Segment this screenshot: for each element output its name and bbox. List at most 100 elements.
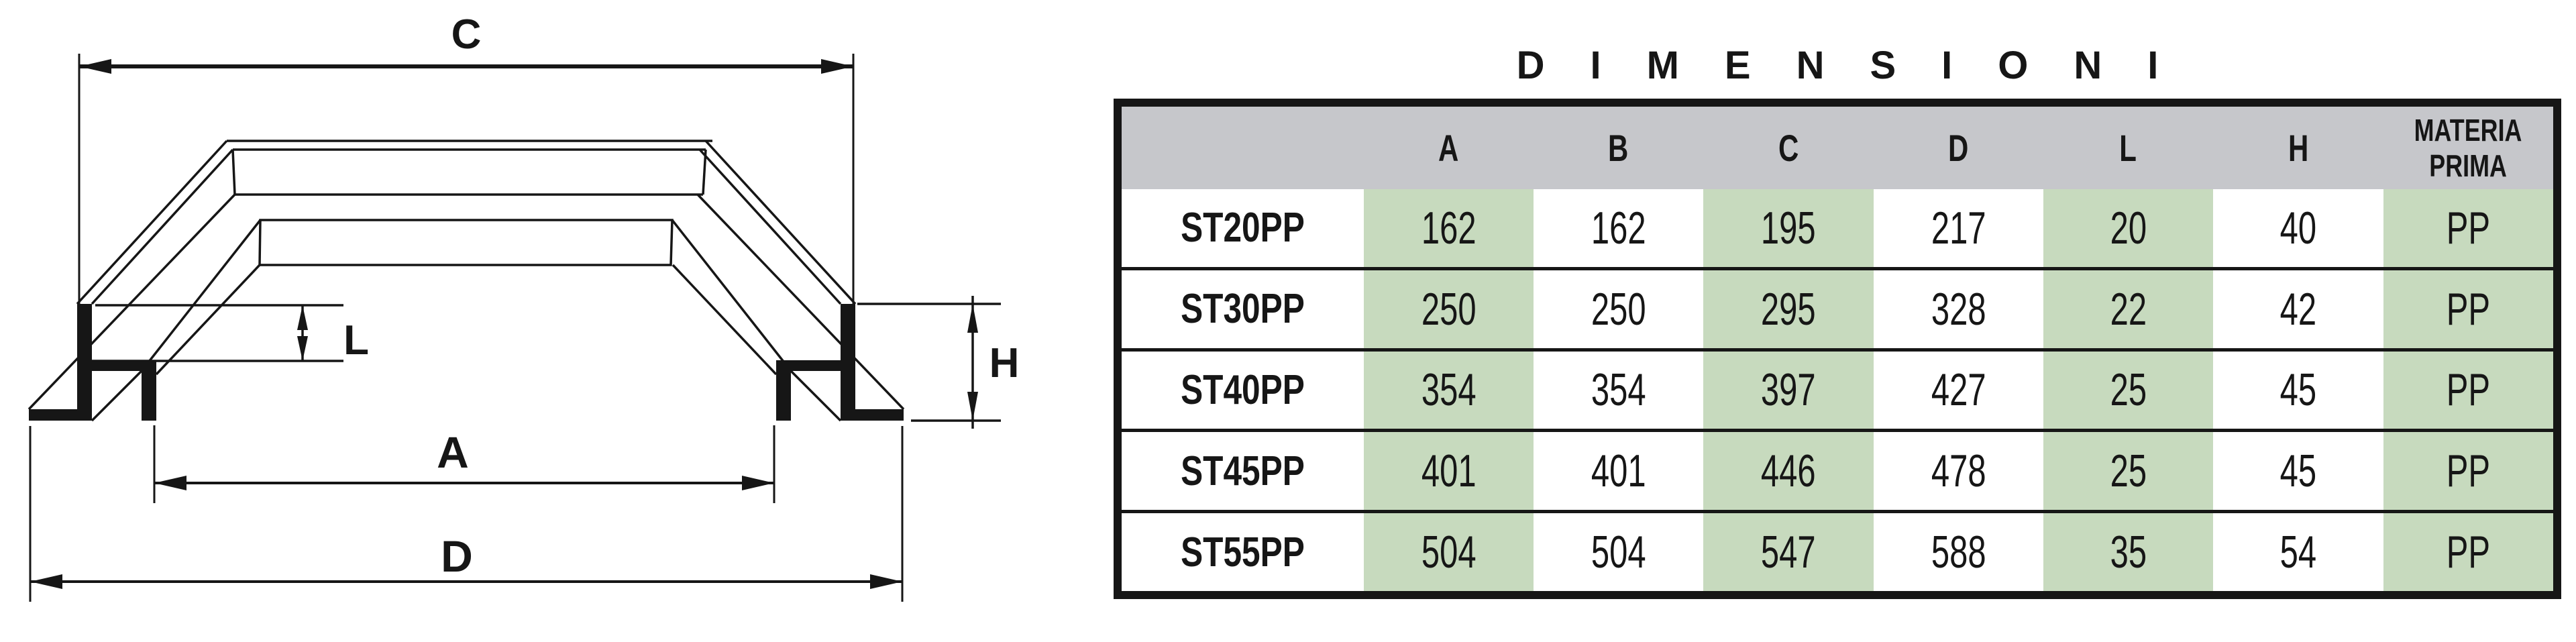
header-label-h: H: [2288, 127, 2309, 169]
cell-c: 547: [1703, 513, 1874, 591]
header-cell-c: C: [1703, 107, 1873, 189]
right-foot-profile: [776, 304, 904, 421]
cell-material: PP: [2383, 351, 2553, 429]
dim-label-c: C: [451, 11, 482, 58]
value-b: 504: [1591, 527, 1646, 578]
cell-h: 45: [2213, 432, 2383, 510]
cell-b: 354: [1534, 352, 1703, 429]
header-cell-l: L: [2043, 107, 2213, 189]
value-b: 162: [1591, 202, 1646, 254]
value-h: 45: [2279, 445, 2317, 497]
header-label-a: A: [1438, 127, 1459, 169]
cell-b: 162: [1534, 189, 1703, 267]
table-row-st30pp: ST30PP 250 250 295 328 22 42 PP: [1122, 266, 2553, 348]
dim-label-d: D: [441, 531, 473, 581]
cell-h: 42: [2213, 270, 2383, 348]
header-label-d: D: [1948, 127, 1969, 169]
value-c: 397: [1761, 364, 1816, 416]
bridge-outline: [227, 140, 712, 266]
dimension-a: A: [153, 425, 775, 503]
cell-material: PP: [2383, 270, 2553, 348]
header-cell-h: H: [2213, 107, 2383, 189]
cell-c: 446: [1703, 432, 1874, 511]
cell-l: 22: [2043, 270, 2214, 348]
value-h: 40: [2279, 202, 2317, 254]
value-b: 401: [1591, 445, 1646, 497]
cell-d: 427: [1874, 352, 2043, 429]
cell-c: 195: [1703, 189, 1874, 267]
value-a: 250: [1421, 283, 1477, 335]
header-cell-model: [1122, 107, 1364, 189]
cell-material: PP: [2383, 189, 2553, 267]
cell-material: PP: [2383, 432, 2553, 511]
row-label: ST30PP: [1122, 270, 1364, 348]
row-label: ST40PP: [1122, 352, 1364, 429]
cell-b: 504: [1534, 513, 1703, 591]
value-b: 354: [1591, 364, 1646, 416]
table-row-st40pp: ST40PP 354 354 397 427 25 45 PP: [1122, 347, 2553, 429]
cell-d: 328: [1874, 270, 2043, 348]
value-c: 547: [1761, 527, 1816, 578]
left-foot-profile: [29, 304, 156, 421]
cell-d: 217: [1874, 189, 2043, 267]
cell-c: 397: [1703, 351, 1874, 429]
value-material: PP: [2446, 527, 2490, 578]
table-row-st55pp: ST55PP 504 504 547 588 35 54 PP: [1122, 510, 2553, 591]
model-code: ST45PP: [1180, 447, 1305, 494]
model-code: ST30PP: [1180, 286, 1305, 333]
value-l: 25: [2110, 364, 2147, 416]
dim-label-l: L: [343, 317, 369, 364]
value-a: 401: [1421, 445, 1477, 497]
value-c: 195: [1761, 202, 1816, 254]
model-code: ST20PP: [1180, 205, 1305, 252]
value-material: PP: [2446, 445, 2490, 497]
table-row-st20pp: ST20PP 162 162 195 217 20 40 PP: [1122, 189, 2553, 267]
dim-label-h: H: [989, 340, 1020, 386]
value-a: 354: [1421, 364, 1477, 416]
value-h: 45: [2279, 364, 2317, 416]
cell-h: 40: [2213, 189, 2383, 267]
cell-a: 401: [1363, 432, 1534, 511]
cell-d: 588: [1874, 513, 2043, 591]
dimensions-table-area: DIMENSIONI A B C D L H MATERIA PRIMA ST2…: [1114, 0, 2576, 642]
dimension-c: C: [78, 11, 855, 304]
value-l: 35: [2110, 527, 2147, 578]
value-d: 328: [1931, 283, 1986, 335]
header-cell-d: D: [1874, 107, 2043, 189]
cell-l: 20: [2043, 189, 2214, 267]
table-row-st45pp: ST45PP 401 401 446 478 25 45 PP: [1122, 429, 2553, 511]
value-d: 588: [1931, 527, 1986, 578]
cell-a: 250: [1363, 270, 1534, 348]
value-l: 22: [2110, 283, 2147, 335]
prima-line: PRIMA: [2429, 148, 2507, 183]
cell-b: 250: [1534, 270, 1703, 348]
dimension-d: D: [29, 426, 904, 602]
right-leg-edges: [671, 140, 905, 422]
value-d: 217: [1931, 202, 1986, 254]
value-l: 20: [2110, 202, 2147, 254]
dim-label-a: A: [437, 427, 469, 477]
cell-c: 295: [1703, 270, 1874, 348]
cell-a: 162: [1363, 189, 1534, 267]
value-h: 42: [2279, 283, 2317, 335]
row-label: ST45PP: [1122, 432, 1364, 510]
model-code: ST55PP: [1180, 529, 1305, 576]
cell-d: 478: [1874, 432, 2043, 510]
header-label-b: B: [1608, 127, 1629, 169]
value-a: 504: [1421, 527, 1477, 578]
cell-b: 401: [1534, 432, 1703, 510]
header-cell-materia-prima: MATERIA PRIMA: [2383, 107, 2553, 189]
left-leg-edges: [28, 140, 262, 422]
value-material: PP: [2446, 364, 2490, 416]
value-d: 478: [1931, 445, 1986, 497]
dimension-h: H: [857, 296, 1019, 429]
header-label-c: C: [1778, 127, 1799, 169]
table-header-row: A B C D L H MATERIA PRIMA: [1122, 107, 2553, 189]
value-material: PP: [2446, 283, 2490, 335]
cell-a: 354: [1363, 351, 1534, 429]
header-cell-b: B: [1534, 107, 1703, 189]
dimension-l: L: [92, 304, 369, 364]
technical-drawing: C L H A: [28, 11, 1019, 602]
value-b: 250: [1591, 283, 1646, 335]
